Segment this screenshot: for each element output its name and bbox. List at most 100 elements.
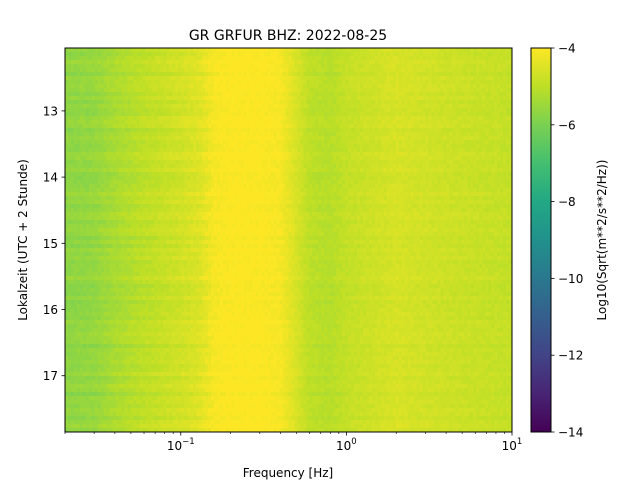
heatmap-cell bbox=[214, 176, 218, 181]
heatmap-cell bbox=[130, 144, 134, 149]
heatmap-cell bbox=[216, 188, 221, 193]
heatmap-cell bbox=[82, 376, 87, 381]
heatmap-cell bbox=[70, 48, 75, 53]
heatmap-cell bbox=[106, 424, 111, 429]
heatmap-cell bbox=[115, 388, 119, 393]
heatmap-cell bbox=[121, 384, 125, 389]
heatmap-cell bbox=[187, 84, 191, 89]
heatmap-cell bbox=[205, 260, 209, 265]
heatmap-cell bbox=[118, 412, 122, 417]
heatmap-cell bbox=[136, 260, 140, 265]
heatmap-cell bbox=[70, 236, 75, 241]
heatmap-cell bbox=[94, 164, 99, 169]
heatmap-cell bbox=[109, 292, 114, 297]
heatmap-cell bbox=[70, 416, 75, 421]
heatmap-cell bbox=[202, 196, 206, 201]
heatmap-cell bbox=[169, 372, 173, 377]
heatmap-cell bbox=[208, 416, 212, 421]
heatmap-cell bbox=[97, 280, 102, 285]
heatmap-cell bbox=[136, 320, 140, 325]
heatmap-cell bbox=[70, 380, 75, 385]
heatmap-cell bbox=[151, 212, 155, 217]
heatmap-cell bbox=[193, 256, 197, 261]
heatmap-cell bbox=[196, 352, 200, 357]
heatmap-cell bbox=[193, 80, 197, 85]
heatmap-cell bbox=[157, 156, 161, 161]
heatmap-cell bbox=[202, 412, 206, 417]
heatmap-cell bbox=[172, 424, 176, 429]
heatmap-cell bbox=[199, 196, 203, 201]
heatmap-cell bbox=[100, 212, 105, 217]
heatmap-cell bbox=[121, 272, 125, 277]
heatmap-cell bbox=[202, 184, 206, 189]
heatmap-cell bbox=[127, 304, 131, 309]
heatmap-cell bbox=[142, 192, 146, 197]
heatmap-cell bbox=[166, 208, 170, 213]
heatmap-cell bbox=[205, 412, 209, 417]
heatmap-cell bbox=[142, 232, 146, 237]
heatmap-cell bbox=[216, 252, 221, 257]
heatmap-cell bbox=[103, 348, 108, 353]
heatmap-cell bbox=[109, 248, 114, 253]
heatmap-cell bbox=[97, 284, 102, 289]
heatmap-cell bbox=[208, 160, 212, 165]
heatmap-cell bbox=[67, 332, 72, 337]
heatmap-cell bbox=[124, 84, 128, 89]
heatmap-cell bbox=[73, 424, 78, 429]
heatmap-cell bbox=[97, 368, 102, 373]
heatmap-cell bbox=[139, 176, 143, 181]
heatmap-cell bbox=[157, 120, 161, 125]
heatmap-cell bbox=[142, 128, 146, 133]
heatmap-cell bbox=[184, 372, 188, 377]
heatmap-cell bbox=[65, 348, 69, 353]
heatmap-cell bbox=[94, 52, 99, 57]
heatmap-cell bbox=[118, 128, 122, 133]
heatmap-cell bbox=[88, 240, 93, 245]
heatmap-cell bbox=[154, 124, 158, 129]
heatmap-cell bbox=[88, 232, 93, 237]
heatmap-cell bbox=[91, 96, 96, 101]
heatmap-cell bbox=[115, 64, 119, 69]
heatmap-cell bbox=[190, 52, 194, 57]
heatmap-cell bbox=[94, 352, 99, 357]
heatmap-cell bbox=[94, 148, 99, 153]
heatmap-cell bbox=[88, 192, 93, 197]
heatmap-cell bbox=[106, 84, 111, 89]
heatmap-cell bbox=[130, 76, 134, 81]
heatmap-cell bbox=[94, 136, 99, 141]
heatmap-cell bbox=[181, 268, 185, 273]
heatmap-cell bbox=[76, 132, 81, 137]
heatmap-cell bbox=[184, 428, 188, 433]
heatmap-cell bbox=[73, 128, 78, 133]
heatmap-cell bbox=[157, 148, 161, 153]
heatmap-cell bbox=[193, 144, 197, 149]
heatmap-cell bbox=[88, 88, 93, 93]
heatmap-cell bbox=[202, 316, 206, 321]
heatmap-cell bbox=[133, 244, 137, 249]
heatmap-cell bbox=[157, 204, 161, 209]
heatmap-cell bbox=[169, 156, 173, 161]
heatmap-cell bbox=[181, 92, 185, 97]
heatmap-cell bbox=[202, 232, 206, 237]
heatmap-cell bbox=[76, 272, 81, 277]
heatmap-cell bbox=[184, 376, 188, 381]
heatmap-cell bbox=[103, 152, 108, 157]
heatmap-cell bbox=[139, 392, 143, 397]
heatmap-cell bbox=[142, 64, 146, 69]
heatmap-cell bbox=[154, 64, 158, 69]
heatmap-cell bbox=[187, 312, 191, 317]
heatmap-cell bbox=[145, 352, 149, 357]
heatmap-cell bbox=[193, 224, 197, 229]
heatmap-cell bbox=[148, 308, 152, 313]
heatmap-cell bbox=[139, 420, 143, 425]
heatmap-cell bbox=[208, 100, 212, 105]
heatmap-cell bbox=[193, 188, 197, 193]
heatmap-cell bbox=[193, 276, 197, 281]
heatmap-cell bbox=[109, 204, 114, 209]
heatmap-cell bbox=[115, 68, 119, 73]
heatmap-cell bbox=[199, 256, 203, 261]
heatmap-cell bbox=[205, 212, 209, 217]
heatmap-cell bbox=[214, 112, 218, 117]
heatmap-cell bbox=[88, 268, 93, 273]
heatmap-cell bbox=[88, 72, 93, 77]
